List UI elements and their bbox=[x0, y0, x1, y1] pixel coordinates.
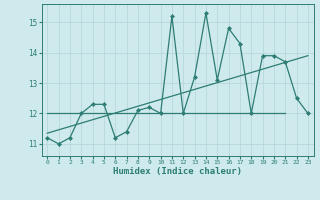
X-axis label: Humidex (Indice chaleur): Humidex (Indice chaleur) bbox=[113, 167, 242, 176]
